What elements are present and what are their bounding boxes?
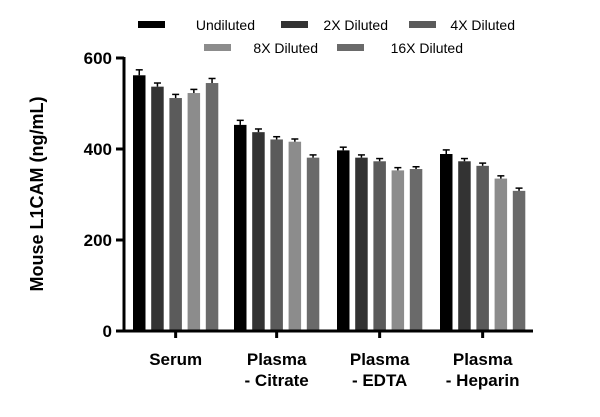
- bar-1-2: [234, 124, 247, 331]
- bar-4-3: [391, 170, 405, 331]
- legend-label-2: 2X Diluted: [323, 17, 388, 33]
- x-tick-label-1-1: Serum: [149, 350, 202, 369]
- y-tick-label-600: 600: [84, 49, 112, 68]
- bar-5-3: [409, 169, 423, 331]
- y-tick-label-200: 200: [84, 231, 112, 250]
- bar-1-1: [133, 75, 146, 331]
- x-tick-label-2-2: - Citrate: [245, 371, 309, 390]
- legend-swatch-2: [281, 21, 308, 28]
- legend-label-3: 4X Diluted: [450, 17, 515, 33]
- bar-4-4: [494, 178, 508, 331]
- bar-5-1: [205, 83, 219, 332]
- x-tick-label-3-2: - EDTA: [352, 371, 407, 390]
- legend-swatch-5: [337, 44, 364, 51]
- legend-label-1: Undiluted: [196, 17, 255, 33]
- bar-4-1: [187, 93, 201, 331]
- y-tick-label-400: 400: [84, 140, 112, 159]
- bar-1-3: [337, 150, 350, 331]
- bar-3-1: [169, 98, 182, 331]
- y-axis: 0 200 400 600: [84, 49, 126, 341]
- bar-2-2: [252, 132, 265, 331]
- bar-2-1: [151, 86, 164, 331]
- bar-3-2: [270, 139, 283, 331]
- bar-1-4: [440, 154, 453, 331]
- bar-2-3: [355, 157, 368, 331]
- x-tick-label-3-1: Plasma: [350, 350, 410, 369]
- bar-5-2: [306, 157, 320, 331]
- bar-2-4: [458, 161, 471, 331]
- y-axis-title: Mouse L1CAM (ng/mL): [27, 97, 47, 292]
- bar-3-3: [373, 161, 386, 331]
- x-tick-label-4-1: Plasma: [453, 350, 513, 369]
- legend-label-5: 16X Diluted: [391, 40, 463, 56]
- legend: Undiluted 2X Diluted 4X Diluted 8X Diluted 1…: [138, 17, 515, 56]
- bar-5-4: [512, 190, 526, 331]
- bar-4-2: [288, 141, 302, 331]
- legend-swatch-1: [138, 21, 165, 28]
- x-tick-label-4-2: - Heparin: [446, 371, 520, 390]
- x-axis: Serum Plasma - Citrate Plasma - EDTA Plasma - …: [122, 329, 533, 390]
- legend-swatch-3: [409, 21, 436, 28]
- bar-3-4: [476, 165, 489, 331]
- legend-label-4: 8X Diluted: [253, 40, 318, 56]
- x-tick-label-2-1: Plasma: [247, 350, 307, 369]
- y-tick-label-0: 0: [103, 322, 112, 341]
- bars-group: [133, 69, 526, 332]
- legend-swatch-4: [204, 44, 231, 51]
